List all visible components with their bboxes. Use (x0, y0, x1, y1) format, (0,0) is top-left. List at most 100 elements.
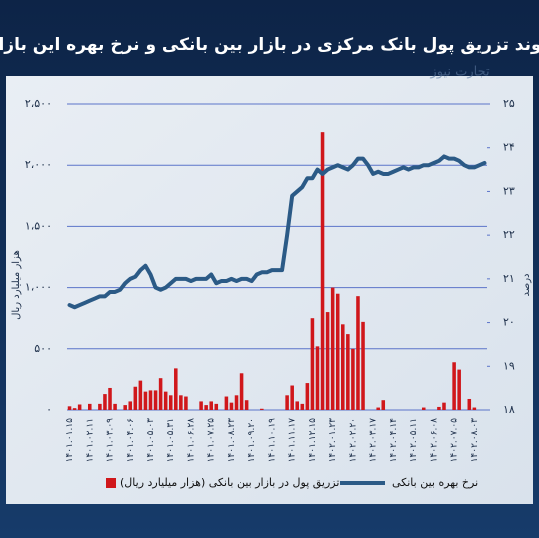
bar (335, 293, 340, 410)
bar (239, 373, 244, 410)
x-tick-label: ۱۴۰۲.۰۲.۲۰ (348, 418, 358, 462)
bar (346, 334, 350, 410)
bar (199, 401, 203, 410)
x-tick-label: ۱۴۰۲.۰۳.۱۷ (369, 418, 379, 463)
x-tick-label: ۱۴۰۲.۰۱.۲۳ (328, 418, 338, 463)
bar (179, 395, 183, 410)
bar (224, 396, 229, 410)
y2-axis-title: درصد (521, 273, 532, 296)
bar (244, 400, 249, 410)
x-tick-label: ۱۴۰۱.۰۵.۰۳ (146, 418, 156, 463)
plot-panel (6, 76, 533, 504)
bar (361, 321, 365, 410)
x-tick-label: ۱۴۰۱.۱۱.۱۷ (288, 418, 298, 463)
bar (325, 312, 330, 410)
y-tick-label: ۲،۰۰۰ (25, 158, 52, 171)
x-tick-label: ۱۴۰۱.۰۸.۲۳ (227, 418, 237, 463)
x-tick-label: ۱۴۰۱.۱۲.۱۵ (308, 418, 318, 463)
x-tick-label: ۱۴۰۲.۰۵.۱۱ (409, 418, 419, 462)
bar (108, 387, 112, 410)
y2-tick-label: ۱۸ (503, 403, 515, 416)
bar (295, 401, 300, 410)
bar (158, 378, 163, 410)
bar (168, 395, 173, 410)
y-tick-label: ۲،۵۰۰ (25, 97, 52, 110)
x-tick-label: ۱۴۰۲.۰۷.۰۵ (450, 418, 460, 463)
bar (320, 132, 325, 411)
y-tick-label: ۱،۰۰۰ (25, 281, 52, 294)
bar (184, 396, 188, 410)
y2-tick-label: ۱۹ (503, 359, 515, 372)
bar (143, 391, 148, 410)
bar (123, 405, 127, 410)
bar (376, 407, 380, 410)
y2-tick-label: ۲۰ (503, 316, 515, 329)
y2-tick-label: ۲۲ (503, 228, 515, 241)
bar (457, 369, 461, 410)
bar (315, 346, 320, 410)
bar (305, 383, 310, 410)
y-axis-title: هزار میلیارد ریال (11, 250, 22, 320)
bar (437, 406, 441, 410)
y2-tick-label: ۲۵ (503, 97, 515, 110)
y2-tick-label: ۲۴ (503, 141, 515, 154)
chart-title: روند تزریق پول بانک مرکزی در بازار بین ب… (0, 35, 539, 55)
x-tick-label: ۱۴۰۱.۰۷.۲۵ (207, 418, 217, 463)
bar (153, 390, 158, 410)
x-tick-label: ۱۴۰۲.۰۶.۰۸ (429, 418, 439, 463)
bar (148, 390, 153, 410)
x-tick-label: ۱۴۰۱.۰۶.۲۸ (186, 418, 196, 463)
bar (290, 385, 294, 410)
bar (98, 403, 102, 410)
bar (300, 403, 305, 410)
y-tick-label: ۰ (46, 403, 52, 416)
x-tick-label: ۱۴۰۲.۰۴.۱۴ (389, 418, 399, 463)
y2-tick-label: ۲۱ (503, 272, 515, 285)
watermark: تجارت نیوز (429, 65, 490, 80)
bar (421, 407, 426, 410)
bar (442, 402, 446, 410)
bar (260, 408, 264, 410)
legend-label: نرخ بهره بین بانکی (392, 476, 478, 489)
x-tick-label: ۱۴۰۱.۱۰.۱۹ (267, 418, 277, 463)
bar (103, 394, 107, 410)
y-tick-label: ۵۰۰ (34, 342, 52, 355)
x-tick-label: ۱۴۰۱.۰۱.۱۵ (65, 418, 75, 463)
bar (133, 386, 138, 410)
bar (209, 401, 213, 410)
bar (234, 395, 239, 410)
bar (214, 403, 219, 410)
x-tick-label: ۱۴۰۱.۰۲.۱۱ (85, 418, 95, 462)
bar (285, 395, 289, 410)
bar (341, 324, 345, 410)
bar (72, 408, 77, 410)
bar (467, 398, 472, 410)
bar (472, 407, 477, 410)
bar (204, 405, 208, 410)
bar (356, 296, 360, 410)
bar (138, 380, 143, 410)
legend-swatch (106, 478, 116, 488)
x-tick-label: ۱۴۰۱.۰۳.۰۹ (106, 418, 116, 463)
x-tick-label: ۱۴۰۱.۰۹.۲۰ (247, 418, 257, 462)
bar (113, 403, 117, 410)
bar (163, 391, 168, 410)
bar (88, 403, 92, 410)
bar (310, 318, 315, 410)
x-tick-label: ۱۴۰۱.۰۵.۳۱ (166, 418, 176, 462)
bar (128, 401, 133, 410)
bar (174, 368, 178, 410)
bar (351, 348, 355, 410)
bar (381, 400, 386, 410)
y2-tick-label: ۲۳ (503, 184, 515, 197)
legend-label: تزریق پول در بازار بین بانکی (هزار میلیا… (120, 476, 339, 490)
bar (229, 402, 234, 410)
x-tick-label: ۱۴۰۲.۰۸.۰۳ (470, 418, 480, 463)
y-tick-label: ۱،۵۰۰ (25, 219, 52, 232)
x-tick-label: ۱۴۰۱.۰۴.۰۶ (126, 418, 136, 463)
bar (452, 362, 456, 410)
bar (77, 404, 82, 410)
bar (67, 406, 72, 410)
bar (330, 287, 335, 410)
